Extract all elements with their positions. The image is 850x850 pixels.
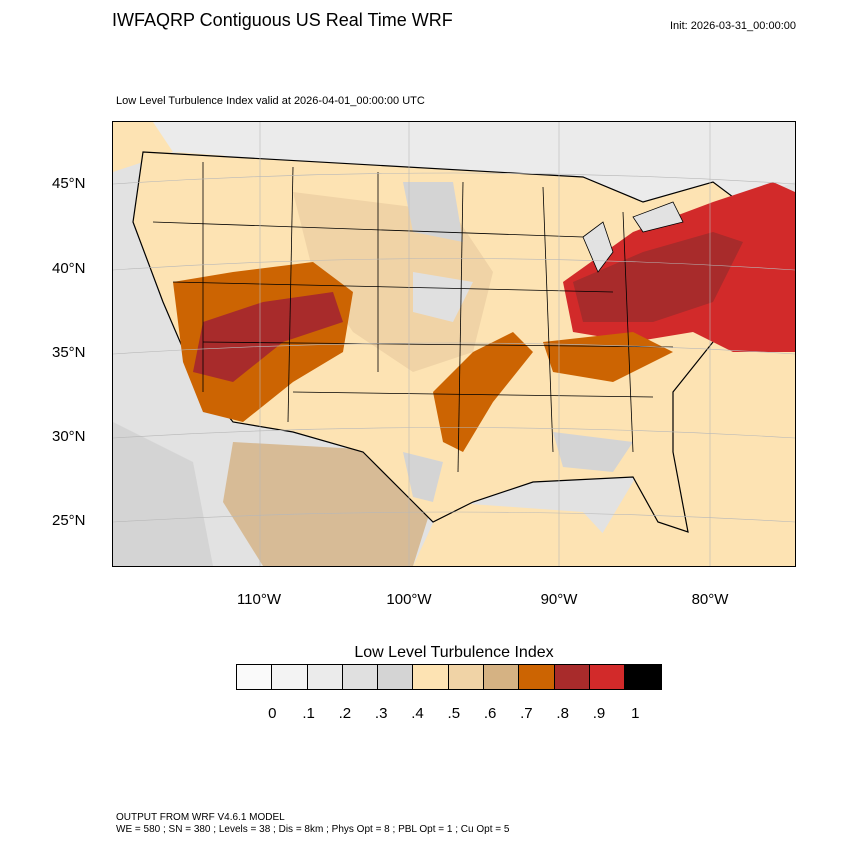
model-footer: OUTPUT FROM WRF V4.6.1 MODEL WE = 580 ; … [116,812,509,836]
colorbar-tick-label: .1 [302,705,315,722]
footer-line-2: WE = 580 ; SN = 380 ; Levels = 38 ; Dis … [116,824,510,835]
footer-line-1: OUTPUT FROM WRF V4.6.1 MODEL [116,812,285,823]
plains-turbulence [433,332,533,452]
canada-region [153,122,795,212]
colorbar-swatch [378,665,414,689]
colorbar-tick-label: .6 [483,705,497,722]
colorbar-title: Low Level Turbulence Index [354,644,554,661]
colorbar-tick-label: .4 [411,705,424,722]
main-title: IWFAQRP Contiguous US Real Time WRF [112,10,453,30]
lat-label-30n: 30°N [52,428,86,445]
colorbar-tick-label: .8 [556,705,569,722]
colorbar-tick-label: .7 [520,705,533,722]
lat-label-25n: 25°N [52,512,86,529]
lat-label-45n: 45°N [52,175,86,192]
colorbar-swatch [625,665,661,689]
lon-label-100w: 100°W [386,591,432,608]
lon-label-80w: 80°W [691,591,729,608]
colorbar-tick-label: .2 [338,705,352,722]
graticule [113,122,795,566]
mexico-region [223,442,433,566]
init-time-label: Init: 2026-03-31_00:00:00 [670,20,796,32]
colorbar-swatch [413,665,449,689]
lon-label-110w: 110°W [236,591,282,608]
colorbar-tick-label: 1 [631,705,640,722]
colorbar-swatch [272,665,308,689]
colorbar-swatch [237,665,273,689]
map-canvas [113,122,795,566]
lat-label-35n: 35°N [52,344,86,361]
lon-label-90w: 90°W [540,591,578,608]
turbulence-map [112,121,796,567]
colorbar-swatch [448,665,485,689]
gulf-region [413,502,633,566]
state-boundaries [152,162,674,473]
colorbar-swatch [519,665,555,689]
colorbar-swatch [342,665,379,689]
colorbar-swatch [307,665,343,689]
colorbar-swatch [554,665,590,689]
lat-label-40n: 40°N [52,260,86,277]
colorbar-tick-label: .5 [447,705,461,722]
colorbar-swatch [589,665,626,689]
colorbar-tick-label: .9 [592,705,606,722]
colorbar-swatch [484,665,520,689]
map-subtitle: Low Level Turbulence Index valid at 2026… [116,95,425,107]
colorbar [236,664,662,690]
colorbar-tick-label: .3 [374,705,388,722]
colorbar-tick-label: 0 [268,705,277,722]
